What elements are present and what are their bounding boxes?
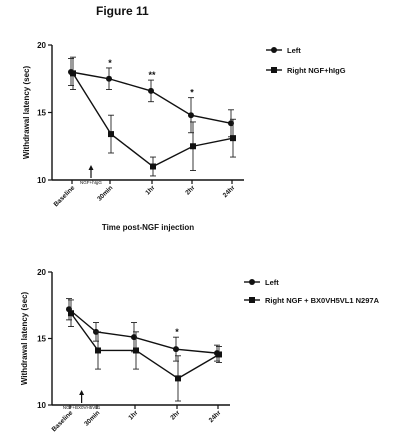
- series-line: [68, 308, 218, 354]
- x-tick-label: 1hr: [127, 409, 139, 421]
- legend-label: Right NGF+hIgG: [287, 66, 346, 75]
- series-line: [72, 72, 234, 168]
- significance-marker: *: [108, 58, 112, 68]
- figure-title: Figure 11: [96, 4, 149, 18]
- data-point: [175, 375, 181, 382]
- data-point: [68, 310, 74, 317]
- legend-label: Left: [265, 278, 279, 287]
- legend-label: Left: [287, 46, 301, 55]
- data-point: [150, 163, 156, 170]
- data-point: [230, 135, 236, 142]
- y-tick-label: 10: [37, 176, 46, 185]
- x-tick-label: 30min: [83, 409, 101, 427]
- y-axis-label: Withdrawal latency (sec): [22, 66, 31, 160]
- data-point: [106, 75, 112, 82]
- x-tick-label: Baseline: [53, 184, 77, 208]
- y-tick-label: 20: [37, 41, 46, 50]
- data-point: [228, 120, 234, 127]
- y-axis-label: Withdrawal latency (sec): [20, 292, 29, 386]
- data-point: [108, 131, 114, 138]
- legend-label: Right NGF + BX0VH5VL1 N297A: [265, 296, 380, 305]
- y-tick-label: 20: [37, 268, 46, 277]
- x-tick-label: 24hr: [222, 184, 237, 199]
- y-tick-label: 15: [37, 335, 46, 344]
- x-tick-label: 2hr: [169, 409, 181, 421]
- injection-arrow-head: [79, 390, 85, 395]
- significance-marker: *: [190, 88, 194, 98]
- legend-marker: [271, 67, 277, 73]
- legend-marker: [249, 297, 255, 303]
- series-right: [68, 299, 222, 402]
- data-point: [70, 70, 76, 77]
- data-point: [131, 334, 137, 341]
- data-point: [188, 112, 194, 119]
- series-right: [70, 56, 236, 177]
- data-point: [190, 143, 196, 150]
- legend-marker: [271, 47, 277, 53]
- data-point: [133, 347, 139, 354]
- x-tick-label: Baseline: [51, 409, 75, 433]
- series-left: [66, 298, 220, 362]
- data-point: [95, 347, 101, 354]
- legend-marker: [249, 279, 255, 285]
- x-tick-label: 2hr: [184, 184, 196, 196]
- x-axis-label: Time post-NGF injection: [102, 223, 194, 232]
- data-point: [173, 346, 179, 353]
- data-point: [216, 351, 222, 358]
- chart-2: 10 15 20 Baseline 30min 1hr 2hr 24hr Withdrawal …: [20, 268, 380, 433]
- significance-marker: **: [148, 70, 156, 80]
- series-line: [70, 312, 220, 380]
- data-point: [148, 87, 154, 94]
- injection-note: NGF+hIgG: [80, 180, 102, 185]
- significance-marker: *: [175, 327, 179, 337]
- x-tick-label: 1hr: [144, 184, 156, 196]
- injection-arrow-head: [88, 165, 94, 170]
- chart-1: 10 15 20 Baseline 30min 1hr 2hr 24hr Withdrawal …: [22, 41, 346, 232]
- x-tick-label: 24hr: [208, 409, 223, 424]
- y-tick-label: 15: [37, 109, 46, 118]
- injection-note: NGF+BX0VH5VL1: [63, 405, 101, 410]
- x-tick-label: 30min: [96, 184, 114, 202]
- y-tick-label: 10: [37, 401, 46, 410]
